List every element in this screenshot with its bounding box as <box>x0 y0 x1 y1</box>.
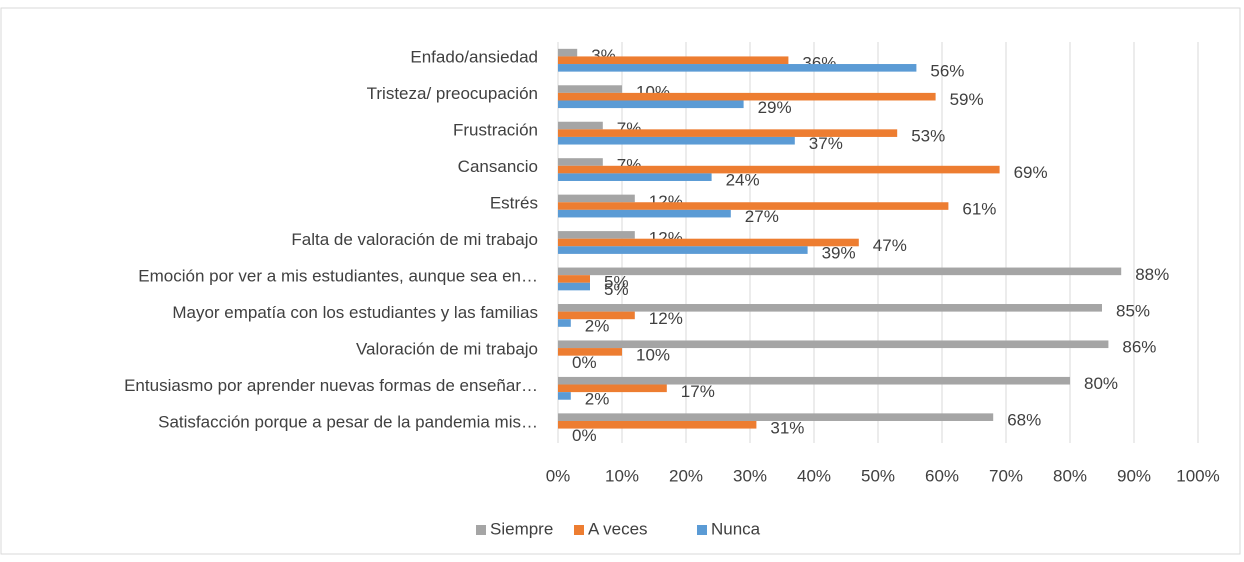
data-label: 56% <box>930 61 964 80</box>
legend-swatch <box>697 525 707 535</box>
category-label: Satisfacción porque a pesar de la pandem… <box>158 412 538 431</box>
bar <box>558 209 731 218</box>
data-label: 86% <box>1122 338 1156 357</box>
data-label: 88% <box>1135 265 1169 284</box>
x-tick-label: 20% <box>669 466 703 485</box>
x-tick-label: 40% <box>797 466 831 485</box>
legend-swatch <box>476 525 486 535</box>
bar <box>558 64 917 72</box>
bar <box>558 173 712 181</box>
bar <box>558 319 571 327</box>
bar <box>558 129 898 137</box>
bar <box>558 231 635 239</box>
bar <box>558 121 603 130</box>
x-tick-label: 0% <box>546 466 571 485</box>
category-label: Estrés <box>490 194 538 213</box>
bar <box>558 158 603 166</box>
legend-label: Nunca <box>711 519 761 538</box>
bar <box>558 92 936 101</box>
data-label: 5% <box>604 280 629 299</box>
bar <box>558 238 859 247</box>
data-label: 69% <box>1014 163 1048 182</box>
bar <box>558 311 635 320</box>
category-label: Mayor empatía con los estudiantes y las … <box>172 303 538 322</box>
data-label: 39% <box>822 244 856 263</box>
data-label: 0% <box>572 353 597 372</box>
data-label: 61% <box>962 200 996 219</box>
x-tick-label: 60% <box>925 466 959 485</box>
bar <box>558 304 1102 312</box>
data-label: 53% <box>911 127 945 146</box>
category-label: Cansancio <box>458 157 538 176</box>
data-label: 85% <box>1116 301 1150 320</box>
data-label: 29% <box>758 98 792 117</box>
bar <box>558 282 590 291</box>
bar <box>558 384 667 393</box>
bar <box>558 202 949 210</box>
bar <box>558 136 795 145</box>
bar <box>558 48 578 57</box>
category-label: Frustración <box>453 121 538 140</box>
data-label: 37% <box>809 134 843 153</box>
bar <box>558 246 808 254</box>
category-label: Emoción por ver a mis estudiantes, aunqu… <box>138 266 538 285</box>
bar <box>558 348 622 356</box>
data-label: 0% <box>572 426 597 445</box>
x-tick-label: 10% <box>605 466 639 485</box>
x-tick-label: 100% <box>1176 466 1219 485</box>
data-label: 80% <box>1084 374 1118 393</box>
bar <box>558 100 744 109</box>
x-tick-label: 70% <box>989 466 1023 485</box>
x-tick-label: 90% <box>1117 466 1151 485</box>
bar <box>558 413 994 421</box>
data-label: 31% <box>770 418 804 437</box>
data-label: 47% <box>873 236 907 255</box>
data-label: 10% <box>636 345 670 364</box>
legend-swatch <box>574 525 584 535</box>
data-label: 27% <box>745 207 779 226</box>
category-label: Tristeza/ preocupación <box>367 84 538 103</box>
bar <box>558 340 1109 349</box>
bar <box>558 267 1122 276</box>
x-tick-label: 30% <box>733 466 767 485</box>
category-label: Entusiasmo por aprender nuevas formas de… <box>124 376 538 395</box>
data-label: 24% <box>726 171 760 190</box>
x-tick-label: 50% <box>861 466 895 485</box>
category-label: Valoración de mi trabajo <box>356 339 538 358</box>
bar <box>558 420 757 429</box>
legend-label: Siempre <box>490 519 553 538</box>
data-label: 59% <box>950 90 984 109</box>
data-label: 5% <box>604 272 629 291</box>
category-label: Enfado/ansiedad <box>410 48 538 67</box>
data-label: 2% <box>585 316 610 335</box>
data-label: 17% <box>681 382 715 401</box>
bar <box>558 165 1000 174</box>
bar <box>558 376 1070 385</box>
data-label: 2% <box>585 389 610 408</box>
data-label: 68% <box>1007 411 1041 430</box>
category-label: Falta de valoración de mi trabajo <box>291 230 538 249</box>
bar <box>558 275 590 283</box>
bar <box>558 56 789 65</box>
x-tick-label: 80% <box>1053 466 1087 485</box>
bar <box>558 194 635 203</box>
bar <box>558 392 571 400</box>
bar <box>558 85 622 93</box>
data-label: 12% <box>649 309 683 328</box>
legend-label: A veces <box>588 519 648 538</box>
